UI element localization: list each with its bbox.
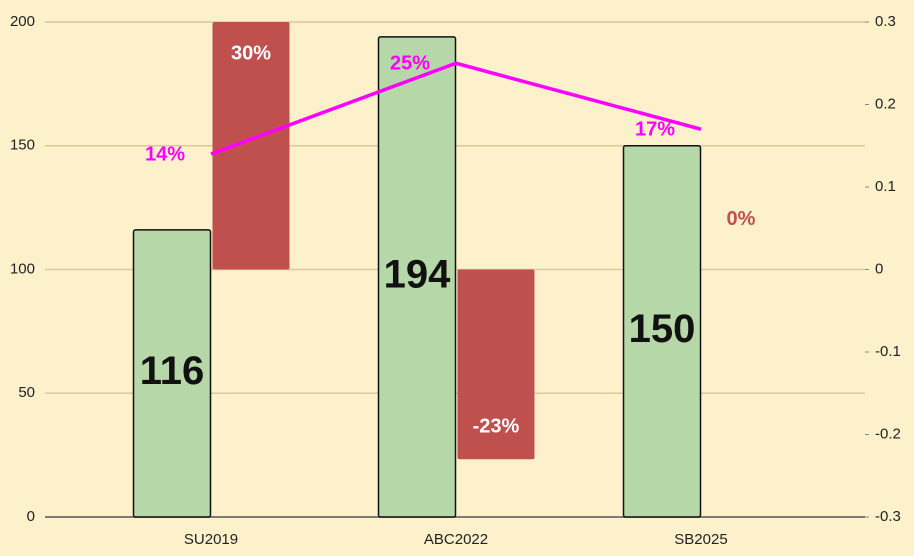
bar	[457, 269, 535, 460]
line-label: 25%	[390, 53, 430, 75]
y-tick-label: 100	[10, 260, 35, 277]
line	[210, 61, 702, 156]
bar-label: 150	[629, 307, 696, 351]
line-label: 17%	[635, 119, 675, 141]
x-tick-label: ABC2022	[424, 531, 488, 548]
bar	[377, 36, 457, 518]
y2-tick-label: 0.3	[875, 13, 896, 30]
line-label: 14%	[145, 143, 185, 165]
y2-tick-label: 0.2	[875, 95, 896, 112]
y-tick-label: 150	[10, 137, 35, 154]
y2-tick-label: -0.3	[875, 508, 901, 525]
y-tick-label: 50	[18, 384, 35, 401]
y2-tick-label: -0.1	[875, 343, 901, 360]
x-tick-label: SB2025	[674, 531, 727, 548]
bar-label: 116	[140, 349, 205, 393]
bar	[132, 229, 212, 518]
bar-label: 0%	[727, 208, 756, 230]
bar-label: -23%	[473, 416, 520, 438]
bar	[212, 22, 290, 270]
y2-tick-label: -0.2	[875, 425, 901, 442]
y2-tick-label: 0	[875, 260, 883, 277]
y-tick-label: 200	[10, 13, 35, 30]
y-tick-label: 0	[27, 508, 35, 525]
bar-label: 30%	[231, 42, 271, 64]
y2-tick-label: 0.1	[875, 178, 896, 195]
bar-label: 194	[384, 252, 451, 296]
bar	[622, 145, 702, 518]
x-tick-label: SU2019	[184, 531, 238, 548]
